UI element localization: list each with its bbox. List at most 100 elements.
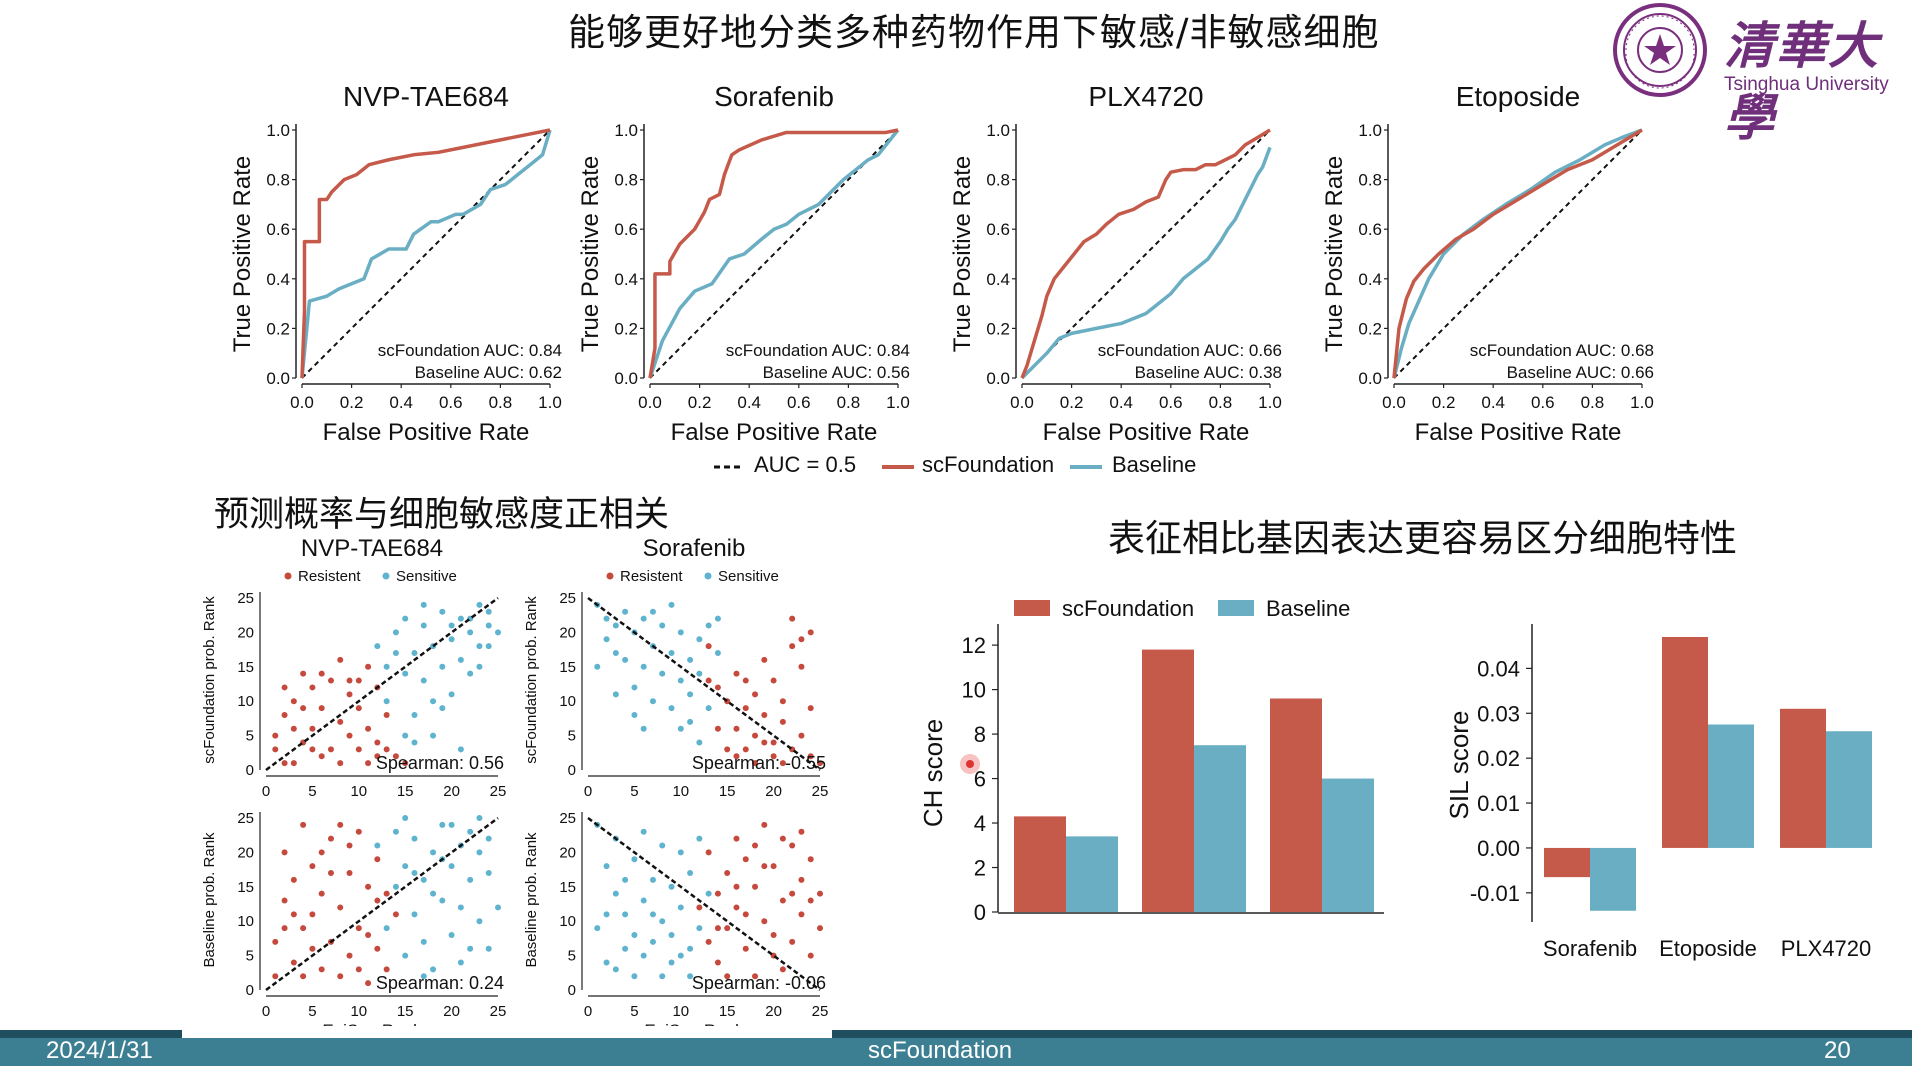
roc-auc-base-label: Baseline AUC: 0.62: [415, 363, 562, 382]
scatter-x-tick-label: 15: [397, 1003, 414, 1020]
ch-bar-baseline: [1194, 745, 1246, 912]
scatter-point-resistent: [290, 698, 297, 705]
scatter-point-resistent: [714, 959, 721, 966]
ch-y-tick-label: 6: [974, 767, 986, 792]
scatter-point-sensitive: [649, 876, 656, 883]
scatter-point-resistent: [327, 746, 334, 753]
scatter-point-resistent: [798, 876, 805, 883]
scatter-point-sensitive: [430, 849, 437, 856]
scatter-point-sensitive: [448, 821, 455, 828]
scatter-point-sensitive: [640, 828, 647, 835]
roc-x-tick-label: 0.2: [688, 393, 712, 412]
scatter-point-resistent: [365, 663, 372, 670]
scatter-point-resistent: [733, 835, 740, 842]
scatter-point-resistent: [281, 760, 288, 767]
scatter-point-sensitive: [448, 622, 455, 629]
scatter-point-sensitive: [612, 622, 619, 629]
scatter-y-tick-label: 15: [237, 879, 254, 896]
scatter-point-sensitive: [687, 870, 694, 877]
scatter-point-resistent: [742, 746, 749, 753]
roc-x-tick-label: 0.0: [1010, 393, 1034, 412]
scatter-point-sensitive: [402, 670, 409, 677]
roc-panel: NVP-TAE6840.00.00.20.20.40.40.60.60.80.8…: [229, 81, 1654, 446]
scatter-point-sensitive: [631, 973, 638, 980]
scatter-point-sensitive: [467, 828, 474, 835]
scatter-point-sensitive: [495, 629, 501, 636]
scatter-point-sensitive: [457, 615, 464, 622]
scatter-x-tick-label: 10: [672, 783, 689, 800]
scatter-point-resistent: [374, 739, 381, 746]
scatter-point-resistent: [346, 691, 353, 698]
scatter-point-sensitive: [612, 890, 619, 897]
scatter-point-sensitive: [383, 663, 390, 670]
ch-y-tick-label: 2: [974, 856, 986, 881]
scatter-point-resistent: [779, 718, 786, 725]
scatter-point-resistent: [752, 842, 759, 849]
scatter-y-tick-label: 5: [568, 728, 576, 745]
roc-line-baseline: [300, 129, 552, 379]
scatter-x-tick-label: 20: [443, 1003, 460, 1020]
roc-chart-1: NVP-TAE684 0.00.0 0.2 0.2 0.4 0.4 0.6 0.6 0.8 0.8…: [229, 81, 562, 446]
scatter-point-sensitive: [659, 622, 666, 629]
scatter-y-tick-label: 5: [246, 728, 254, 745]
scatter-y-tick-label: 10: [559, 913, 576, 930]
scatter-point-sensitive: [439, 897, 446, 904]
scatter-point-resistent: [392, 911, 399, 918]
roc-x-tick-label: 0.2: [340, 393, 364, 412]
scatter-x-tick-label: 5: [308, 1003, 316, 1020]
scatter-point-sensitive: [495, 904, 501, 911]
scatter-point-sensitive: [594, 663, 601, 670]
scatter-point-sensitive: [420, 622, 427, 629]
scatter-point-sensitive: [603, 615, 610, 622]
scatter-point-resistent: [714, 725, 721, 732]
scatter-point-sensitive: [448, 691, 455, 698]
scatter-point-sensitive: [714, 615, 721, 622]
roc-y-tick-label: 1.0: [986, 121, 1010, 140]
scatter-x-tick-label: 25: [812, 783, 829, 800]
roc-x-tick-label: 1.0: [1258, 393, 1282, 412]
scatter-point-resistent: [337, 718, 344, 725]
roc-y-tick-label: 0.8: [986, 171, 1010, 190]
scatter-point-resistent: [807, 629, 814, 636]
scatter-point-resistent: [318, 890, 325, 897]
scatter-y-tick-label: 5: [568, 948, 576, 965]
scatter-point-sensitive: [612, 966, 619, 973]
scatter-point-resistent: [789, 842, 796, 849]
scatter-point-resistent: [714, 925, 721, 932]
scatter-point-resistent: [383, 890, 390, 897]
roc-y-tick-label: 0.0: [1358, 369, 1382, 388]
scatter-point-sensitive: [457, 904, 464, 911]
roc-y-tick-label: 0.4: [614, 270, 638, 289]
scatter-point-resistent: [327, 677, 334, 684]
scatter-point-resistent: [696, 904, 703, 911]
scatter-point-sensitive: [411, 911, 418, 918]
scatter-x-tick-label: 10: [350, 783, 367, 800]
scatter-y-tick-label: 20: [237, 844, 254, 861]
scatter-point-resistent: [770, 753, 777, 760]
ch-y-tick-label: 12: [962, 633, 986, 658]
scatter-point-resistent: [761, 821, 768, 828]
scatter-point-sensitive: [411, 870, 418, 877]
scatter-y-tick-label: 10: [237, 913, 254, 930]
scatter-point-sensitive: [668, 601, 675, 608]
scatter-point-sensitive: [392, 629, 399, 636]
scatter-point-sensitive: [383, 698, 390, 705]
sil-bar-scfoundation: [1662, 636, 1708, 848]
legend-dot-sensitive: [704, 572, 712, 580]
scatter-point-resistent: [365, 725, 372, 732]
legend-label-resistent: Resistent: [620, 568, 683, 585]
scatter-point-resistent: [309, 863, 316, 870]
ch-y-tick-label: 4: [974, 811, 986, 836]
sil-bar-baseline: [1826, 731, 1872, 848]
scatter-y-label: Baseline prob. Rank: [523, 832, 540, 968]
scatter-point-resistent: [752, 732, 759, 739]
sil-y-tick-label: 0.02: [1477, 746, 1520, 771]
scatter-point-resistent: [789, 938, 796, 945]
scatter-point-resistent: [770, 863, 777, 870]
scatter-point-resistent: [789, 615, 796, 622]
scatter-y-label: scFoundation prob. Rank: [201, 596, 218, 764]
scatter-point-resistent: [346, 842, 353, 849]
roc-chart-4: Etoposide 0.00.0 0.2 0.2 0.4 0.4 0.6 0.6 0.8 0.8 1…: [1321, 81, 1654, 446]
